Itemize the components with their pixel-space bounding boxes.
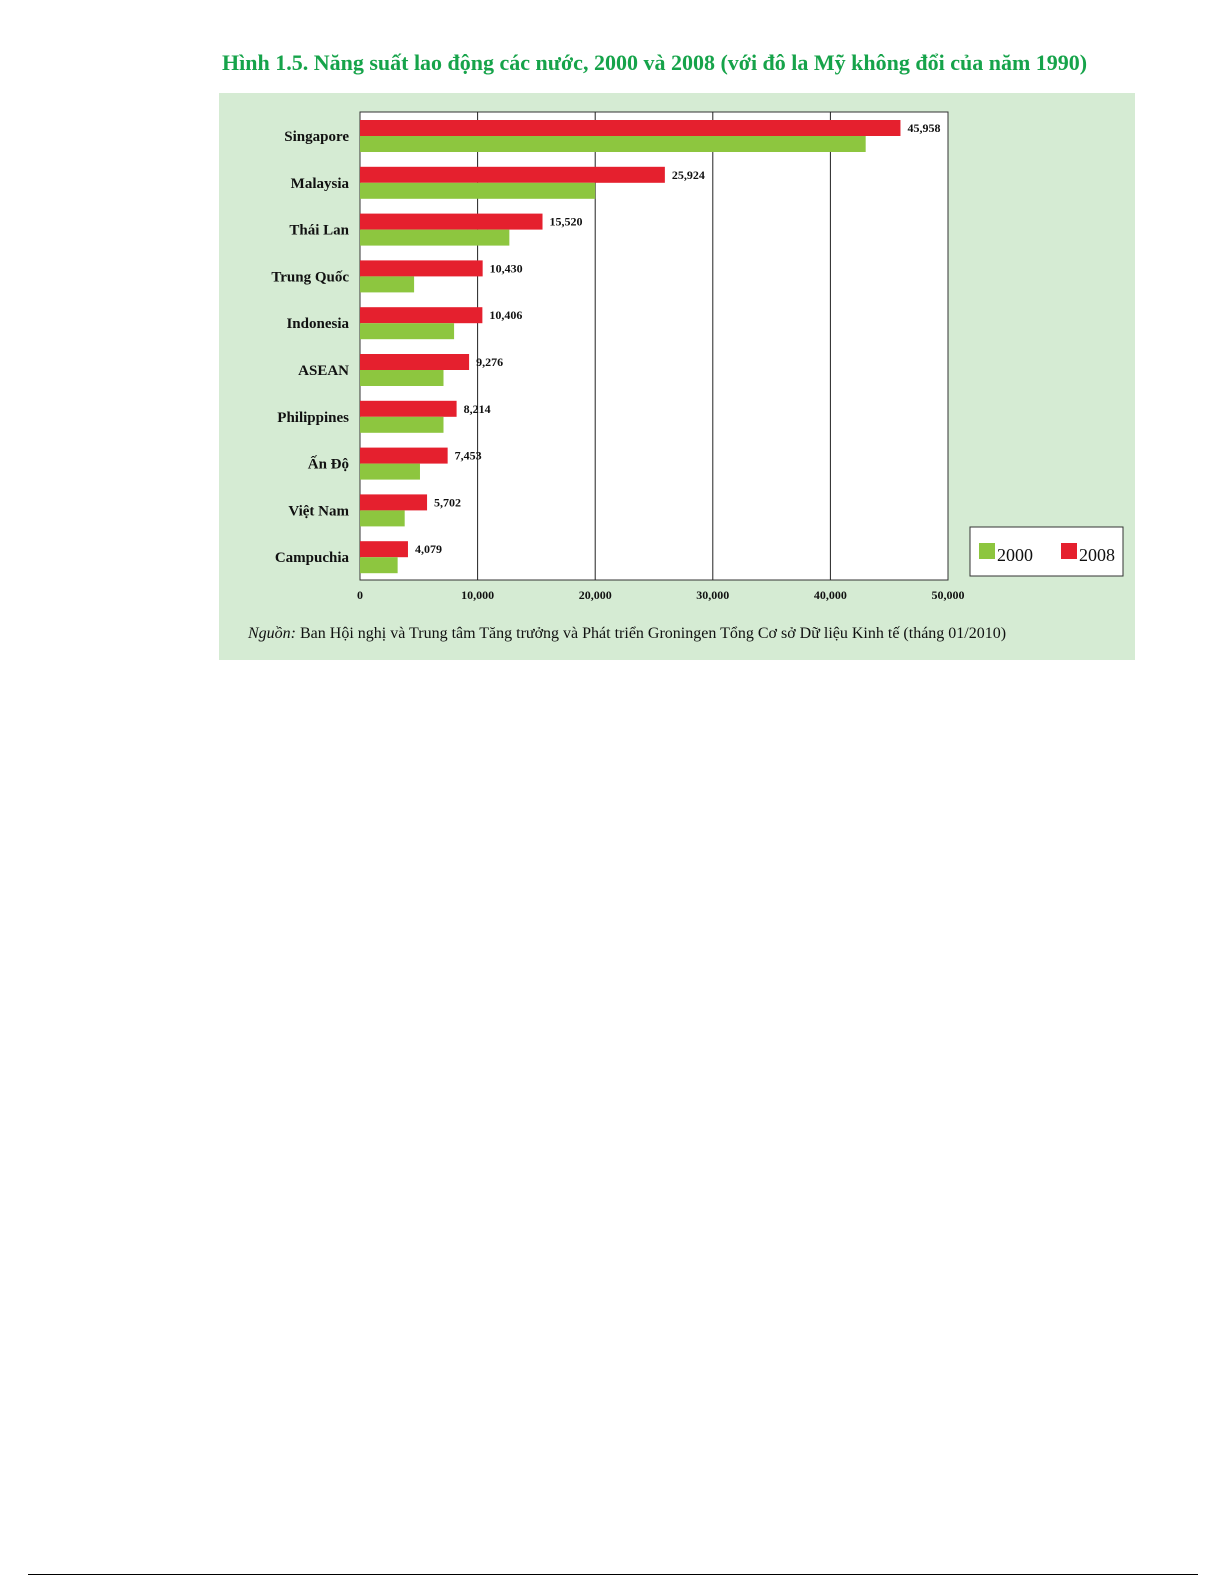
bar-2008: [360, 166, 665, 183]
bar-2008: [360, 213, 543, 230]
category-label: ASEAN: [298, 363, 349, 379]
category-label: Việt Nam: [288, 503, 349, 519]
category-label: Singapore: [284, 129, 349, 145]
x-tick-label: 0: [357, 588, 363, 602]
category-label: Thái Lan: [289, 223, 349, 239]
category-label: Indonesia: [286, 316, 349, 332]
data-label-2008: 5,702: [434, 495, 461, 509]
bar-2008: [360, 354, 470, 370]
legend-swatch-2008: [1061, 543, 1077, 559]
bar-2000: [360, 229, 510, 246]
bar-2000: [360, 323, 455, 340]
bar-2000: [360, 136, 866, 152]
legend-swatch-2000: [979, 543, 995, 559]
bar-2008: [360, 541, 408, 558]
x-tick-label: 20,000: [579, 588, 612, 602]
x-tick-label: 30,000: [696, 588, 729, 602]
category-label: Malaysia: [291, 176, 350, 192]
bar-2008: [360, 120, 901, 136]
chart-panel: 45,958 25,924 15,520 10,430 10,406 9,276 8,214…: [219, 93, 1135, 660]
x-tick-label: 40,000: [814, 588, 847, 602]
bottom-rule: [28, 1574, 1198, 1575]
data-label-2008: 9,276: [476, 355, 503, 369]
source-note: Nguồn: Ban Hội nghị và Trung tâm Tăng tr…: [248, 625, 1006, 643]
data-label-2008: 7,453: [455, 449, 482, 463]
data-label-2008: 10,406: [489, 308, 522, 322]
bar-2000: [360, 416, 444, 433]
bar-2000: [360, 276, 415, 293]
data-label-2008: 45,958: [907, 121, 940, 135]
bar-2008: [360, 494, 428, 511]
category-label: Campuchia: [275, 550, 350, 566]
category-label: Philippines: [277, 410, 349, 426]
category-label: Ấn Độ: [308, 456, 349, 473]
category-label: Trung Quốc: [271, 269, 349, 285]
legend-label-2008: 2008: [1079, 545, 1115, 565]
source-text: Ban Hội nghị và Trung tâm Tăng trưởng và…: [300, 625, 1007, 642]
figure-title: Hình 1.5. Năng suất lao động các nước, 2…: [222, 50, 1088, 75]
bar-2000: [360, 182, 596, 199]
data-label-2008: 15,520: [550, 215, 583, 229]
bar-2000: [360, 463, 420, 480]
x-tick-label: 50,000: [932, 588, 965, 602]
data-label-2008: 25,924: [672, 168, 705, 182]
data-label-2008: 10,430: [490, 261, 523, 275]
bar-2008: [360, 260, 483, 277]
bar-2008: [360, 447, 448, 464]
data-label-2008: 4,079: [415, 542, 442, 556]
bar-chart: 45,958 25,924 15,520 10,430 10,406 9,276 8,214…: [271, 111, 1124, 602]
bar-2000: [360, 510, 405, 527]
source-label: Nguồn:: [248, 625, 296, 642]
bar-2000: [360, 557, 398, 574]
legend-box: [969, 526, 1124, 577]
bar-2008: [360, 400, 457, 417]
data-label-2008: 8,214: [464, 402, 491, 416]
legend-label-2000: 2000: [997, 545, 1033, 565]
bar-2000: [360, 370, 444, 386]
bar-2008: [360, 307, 483, 324]
x-tick-label: 10,000: [461, 588, 494, 602]
